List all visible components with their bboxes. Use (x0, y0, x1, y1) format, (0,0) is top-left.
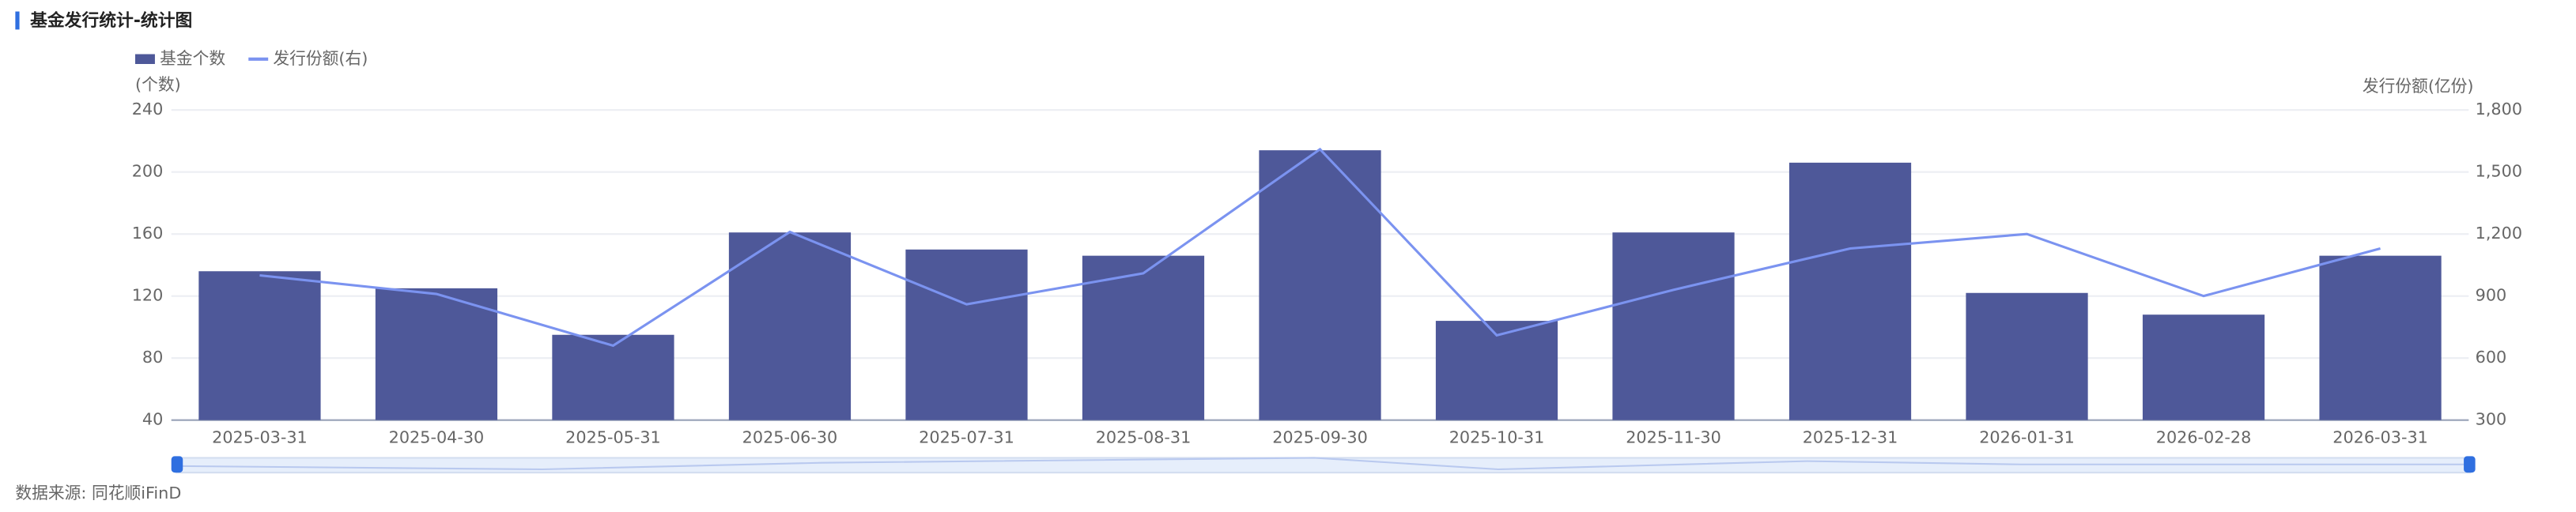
bar (905, 249, 1028, 420)
x-tick-label: 2025-07-31 (919, 428, 1014, 447)
bar (375, 288, 498, 420)
x-tick-label: 2025-04-30 (389, 428, 485, 447)
zoom-handle[interactable] (171, 456, 183, 473)
legend-swatch (135, 54, 155, 64)
legend-label: 发行份额(右) (273, 49, 368, 68)
y-axis-label: (个数) (135, 75, 181, 94)
bar (198, 271, 321, 420)
x-tick-label: 2025-08-31 (1096, 428, 1192, 447)
x-tick-label: 2025-03-31 (212, 428, 308, 447)
bar (1966, 292, 2088, 420)
x-tick-label: 2026-03-31 (2332, 428, 2428, 447)
legend-label: 基金个数 (160, 49, 225, 68)
y2-tick-label: 1,200 (2476, 224, 2522, 243)
bar (728, 232, 852, 420)
y2-tick-label: 1,800 (2476, 100, 2522, 119)
y-tick-label: 160 (132, 224, 164, 243)
y-tick-label: 40 (142, 410, 163, 429)
x-tick-label: 2026-02-28 (2156, 428, 2252, 447)
bar (1788, 162, 1912, 420)
y2-tick-label: 300 (2476, 410, 2507, 429)
x-tick-label: 2025-12-31 (1803, 428, 1898, 447)
x-tick-label: 2025-06-30 (742, 428, 838, 447)
x-tick-label: 2025-11-30 (1626, 428, 1721, 447)
line (259, 147, 2381, 348)
zoom-preview (176, 457, 2471, 471)
bar (1259, 150, 1381, 420)
x-tick-label: 2025-10-31 (1449, 428, 1545, 447)
bar (1082, 255, 1205, 420)
bar (2142, 314, 2265, 420)
chart-title: 基金发行统计-统计图 (30, 10, 192, 31)
y-tick-label: 240 (132, 100, 164, 119)
bar (2319, 255, 2442, 420)
data-zoom[interactable] (171, 456, 2476, 474)
y-tick-label: 200 (132, 162, 164, 181)
zoom-track[interactable] (175, 457, 2472, 474)
y-tick-label: 80 (142, 348, 163, 367)
bar (552, 334, 674, 420)
y2-axis-label: 发行份额(亿份) (2363, 77, 2474, 96)
bar (1612, 232, 1735, 420)
y2-tick-label: 600 (2476, 348, 2507, 367)
bar (1435, 321, 1558, 420)
x-tick-label: 2025-05-31 (565, 428, 661, 447)
x-tick-label: 2026-01-31 (1979, 428, 2075, 447)
y2-tick-label: 900 (2476, 286, 2507, 305)
x-tick-label: 2025-09-30 (1272, 428, 1368, 447)
zoom-handle[interactable] (2464, 456, 2476, 473)
y2-tick-label: 1,500 (2476, 162, 2522, 181)
title-marker (15, 11, 20, 30)
y-tick-label: 120 (132, 286, 164, 305)
source: 数据来源: 同花顺iFinD (15, 484, 181, 503)
